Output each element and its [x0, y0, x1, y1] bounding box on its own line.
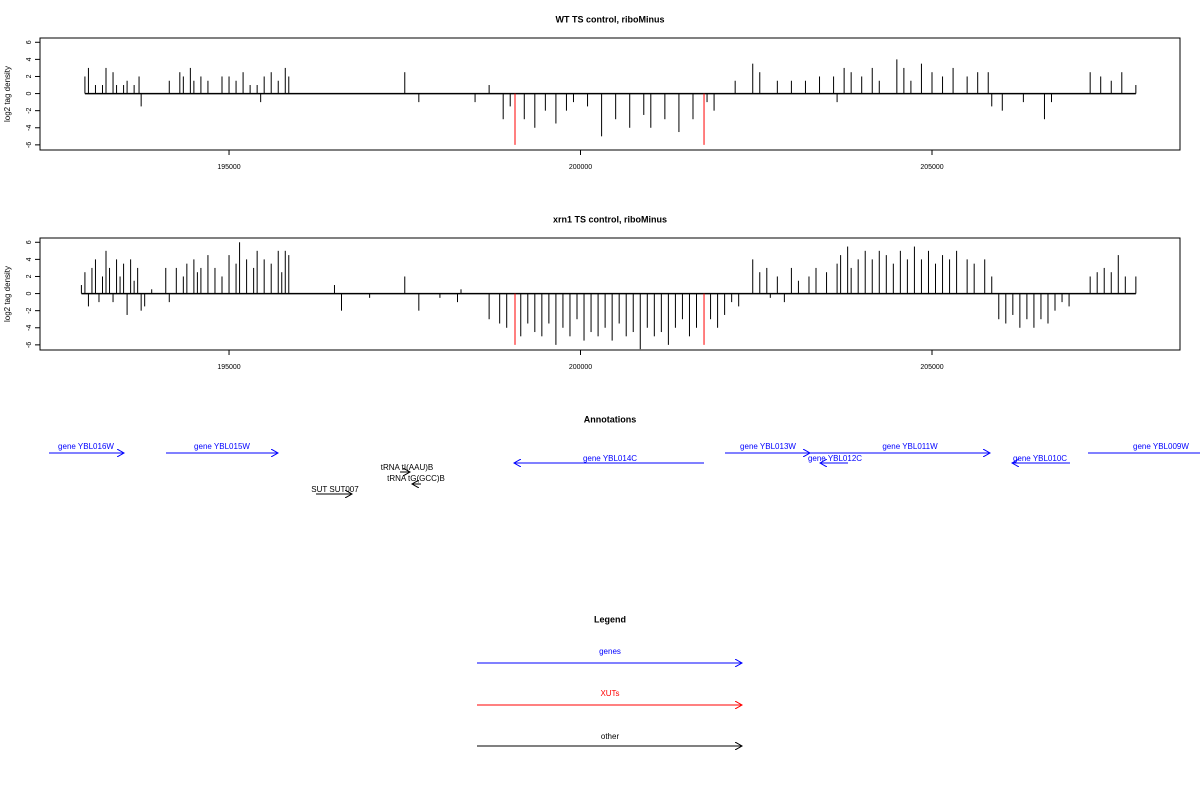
x-tick-label: 200000	[569, 364, 592, 371]
y-tick-label: 0	[26, 292, 33, 296]
gene-label: gene YBL011W	[882, 442, 938, 451]
track-panel: xrn1 TS control, riboMinus log2 tag densi…	[3, 214, 1181, 371]
y-tick-label: 2	[26, 274, 33, 278]
track-panel: WT TS control, riboMinus log2 tag density…	[3, 14, 1181, 171]
y-tick-label: -2	[26, 107, 33, 113]
x-tick-label: 205000	[920, 164, 943, 171]
trna-label: tRNA tI(AAU)B	[381, 463, 433, 472]
gene-label: gene YBL012C	[808, 454, 862, 463]
gene-label: gene YBL009W	[1133, 442, 1189, 451]
annotations-title: Annotations	[584, 414, 637, 424]
gene-label: gene YBL015W	[194, 442, 250, 451]
y-axis-label: log2 tag density	[3, 66, 12, 122]
y-axis-label: log2 tag density	[3, 266, 12, 322]
legend-label: genes	[599, 647, 621, 656]
y-tick-label: 4	[26, 57, 33, 61]
y-tick-label: 4	[26, 257, 33, 261]
x-tick-label: 205000	[920, 364, 943, 371]
x-tick-label: 200000	[569, 164, 592, 171]
panel-title: xrn1 TS control, riboMinus	[553, 214, 667, 224]
y-tick-label: 2	[26, 74, 33, 78]
x-tick-label: 195000	[217, 164, 240, 171]
y-tick-label: -4	[26, 325, 33, 331]
y-tick-label: 6	[26, 40, 33, 44]
annotations: Annotations gene YBL016W gene YBL015W ge…	[49, 414, 1200, 494]
gene-label: gene YBL013W	[740, 442, 796, 451]
legend-label: XUTs	[600, 689, 619, 698]
legend: Legend genes XUTs other	[477, 614, 742, 746]
trna-label: tRNA tG(GCC)B	[387, 474, 445, 483]
x-tick-label: 195000	[217, 364, 240, 371]
panel-title: WT TS control, riboMinus	[556, 14, 665, 24]
legend-title: Legend	[594, 614, 626, 624]
gene-label: gene YBL016W	[58, 442, 114, 451]
gene-label: gene YBL010C	[1013, 454, 1067, 463]
legend-label: other	[601, 732, 620, 741]
y-tick-label: 6	[26, 240, 33, 244]
y-tick-label: -2	[26, 307, 33, 313]
y-tick-label: -6	[26, 142, 33, 148]
gene-label: gene YBL014C	[583, 454, 637, 463]
y-tick-label: 0	[26, 92, 33, 96]
y-tick-label: -4	[26, 125, 33, 131]
y-tick-label: -6	[26, 342, 33, 348]
sut-label: SUT SUT007	[311, 485, 359, 494]
